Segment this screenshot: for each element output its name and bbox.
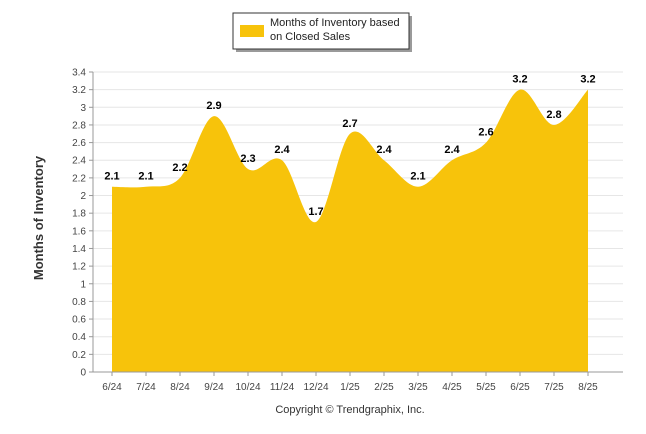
data-label: 2.1: [104, 171, 119, 183]
data-label: 3.2: [512, 74, 527, 86]
y-tick-label: 0.6: [72, 315, 86, 326]
x-tick-label: 1/25: [340, 382, 360, 393]
y-tick-label: 0.4: [72, 332, 86, 343]
y-tick-label: 2: [80, 191, 86, 202]
x-tick-label: 10/24: [235, 382, 260, 393]
legend[interactable]: Months of Inventory based on Closed Sale…: [232, 12, 412, 52]
x-tick-label: 5/25: [476, 382, 496, 393]
data-label: 2.3: [240, 153, 255, 165]
legend-label-line1: Months of Inventory based: [270, 17, 400, 29]
data-label: 2.4: [444, 144, 460, 156]
data-label: 2.9: [206, 100, 221, 112]
y-tick-label: 2.6: [72, 138, 86, 149]
x-tick-label: 8/24: [170, 382, 190, 393]
data-label: 2.4: [376, 144, 392, 156]
legend-label-line2: on Closed Sales: [270, 31, 351, 43]
data-label: 2.2: [172, 162, 187, 174]
data-label: 2.4: [274, 144, 290, 156]
copyright-text: Copyright © Trendgraphix, Inc.: [275, 404, 424, 416]
legend-box: [232, 12, 410, 50]
x-tick-label: 8/25: [578, 382, 598, 393]
x-tick-label: 2/25: [374, 382, 394, 393]
data-label: 2.1: [410, 171, 425, 183]
area-series: [111, 89, 589, 373]
x-tick-label: 12/24: [303, 382, 328, 393]
x-tick-label: 11/24: [270, 382, 295, 393]
data-label: 2.7: [342, 118, 357, 130]
data-label: 2.8: [546, 109, 561, 121]
y-tick-label: 3: [80, 103, 86, 114]
y-axis-title: Months of Inventory: [31, 155, 46, 280]
y-tick-label: 2.4: [72, 156, 86, 167]
y-tick-label: 2.8: [72, 120, 86, 131]
data-label: 1.7: [308, 206, 323, 218]
y-tick-label: 3.4: [72, 68, 86, 79]
x-tick-label: 7/25: [544, 382, 564, 393]
y-tick-label: 0: [80, 368, 86, 379]
y-tick-label: 3.2: [72, 85, 86, 96]
area-fill: [112, 89, 588, 373]
x-tick-label: 4/25: [442, 382, 462, 393]
y-tick-label: 1.4: [72, 244, 86, 255]
data-labels: 2.1 2.1 2.2 2.9 2.3 2.4 1.7 2.7 2.4 2.1 2.4 2.6 3.2 2…: [104, 74, 595, 218]
y-tick-label: 1.2: [72, 262, 86, 273]
y-tick-label: 0.8: [72, 297, 86, 308]
data-label: 2.1: [138, 171, 153, 183]
y-tick-label: 1: [80, 279, 86, 290]
x-tick-label: 7/24: [136, 382, 156, 393]
data-label: 2.6: [478, 127, 493, 139]
axes: 0 0.2 0.4 0.6 0.8 1 1.2 1.4 1.6 1.8 2 2.2 2.4 2.6 2.8 3…: [72, 68, 623, 393]
x-tick-label: 6/24: [102, 382, 122, 393]
x-tick-label: 9/24: [204, 382, 224, 393]
y-tick-label: 2.2: [72, 173, 86, 184]
y-tick-label: 1.6: [72, 226, 86, 237]
data-label: 3.2: [580, 74, 595, 86]
x-tick-label: 6/25: [510, 382, 530, 393]
x-tick-label: 3/25: [408, 382, 428, 393]
legend-swatch: [240, 25, 264, 37]
y-tick-label: 1.8: [72, 209, 86, 220]
y-tick-label: 0.2: [72, 350, 86, 361]
